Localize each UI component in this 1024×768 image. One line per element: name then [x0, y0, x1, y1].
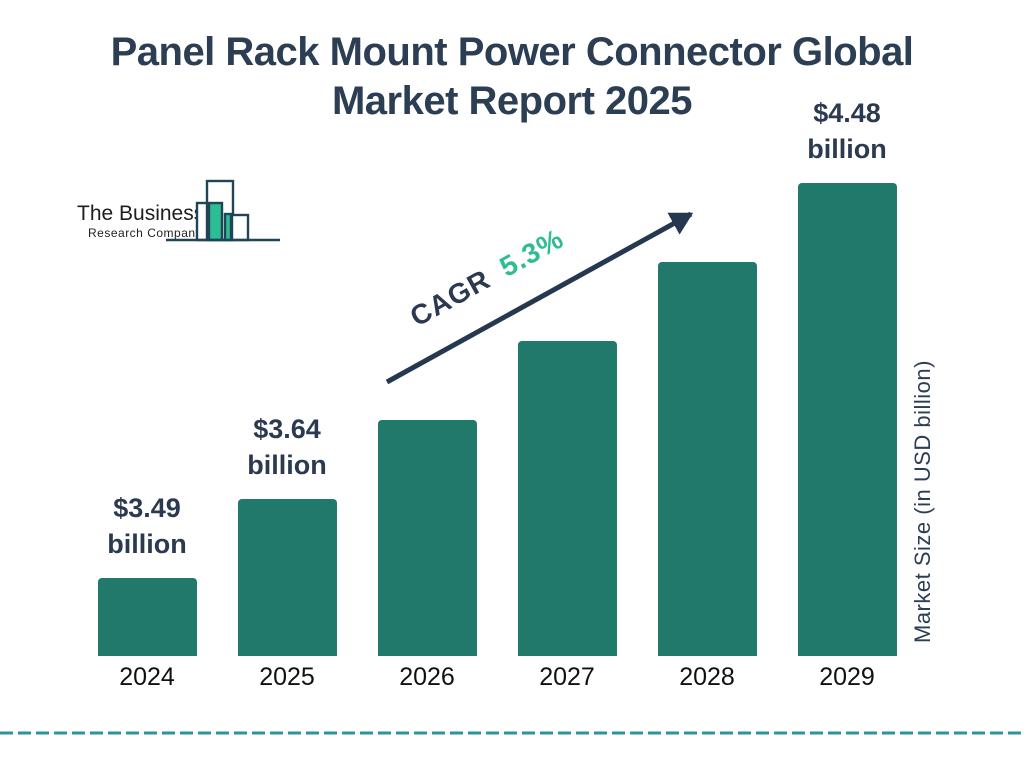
- page-title-line1: Panel Rack Mount Power Connector Global: [110, 30, 914, 74]
- value-label-2029: $4.48 billion: [807, 98, 887, 164]
- value-label-2024: $3.49 billion: [107, 493, 187, 559]
- y-axis-label: Market Size (in USD billion): [910, 360, 935, 644]
- bar-2027: [518, 341, 617, 656]
- bottom-divider-line: [0, 731, 1024, 735]
- page-title-line2: Market Report 2025: [331, 79, 693, 123]
- bar-2026: [378, 420, 477, 656]
- bar-chart-logo-icon: [166, 179, 280, 242]
- growth-arrow-icon: [385, 211, 694, 385]
- x-tick-label-2025: 2025: [259, 663, 315, 691]
- x-tick-label-2029: 2029: [819, 663, 875, 691]
- page-title: Panel Rack Mount Power Connector Global …: [0, 28, 1024, 126]
- bar-2028: [658, 262, 757, 656]
- x-tick-label-2028: 2028: [679, 663, 735, 691]
- x-tick-label-2027: 2027: [539, 663, 595, 691]
- logo-company-name: The Business: [77, 202, 205, 225]
- bar-2029: [798, 183, 897, 656]
- value-label-2025: $3.64 billion: [247, 414, 327, 480]
- x-tick-label-2026: 2026: [399, 663, 455, 691]
- logo-company-subname: Research Company: [88, 226, 203, 240]
- x-tick-label-2024: 2024: [119, 663, 175, 691]
- bar-2024: [98, 578, 197, 656]
- bar-2025: [238, 499, 337, 656]
